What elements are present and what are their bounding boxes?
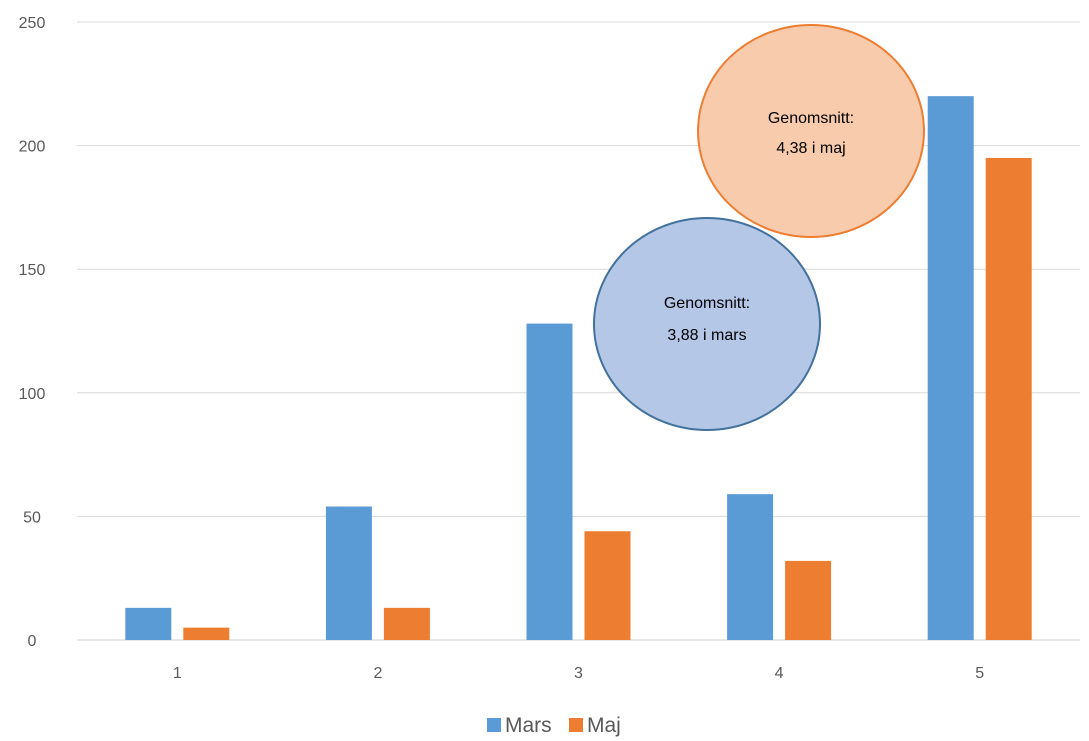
annotation-mars-average-line-1: Genomsnitt: [664, 295, 750, 312]
bar-mars-1 [125, 607, 172, 640]
y-tick-label-100: 100 [19, 386, 46, 403]
y-tick-label-50: 50 [23, 509, 41, 526]
x-tick-label-4: 4 [775, 665, 784, 682]
y-axis: 0 50 100 150 200 250 [19, 15, 46, 650]
bar-mars-4 [727, 494, 774, 640]
x-axis: 1 2 3 4 5 [173, 665, 984, 682]
x-tick-label-3: 3 [574, 665, 583, 682]
y-tick-label-250: 250 [19, 15, 46, 32]
x-tick-label-2: 2 [373, 665, 382, 682]
annotation-maj-average-line-1: Genomsnitt: [768, 110, 854, 127]
legend: Mars Maj [487, 714, 621, 737]
legend-swatch-mars [487, 718, 501, 732]
annotation-mars-average-line-2: 3,88 i mars [667, 327, 746, 344]
annotation-mars-average: Genomsnitt: 3,88 i mars [593, 217, 821, 431]
y-tick-label-200: 200 [19, 139, 46, 156]
x-tick-label-1: 1 [173, 665, 182, 682]
bar-maj-3 [584, 531, 631, 640]
legend-label-mars: Mars [505, 714, 552, 737]
legend-label-maj: Maj [587, 714, 621, 737]
annotation-maj-average: Genomsnitt: 4,38 i maj [697, 24, 925, 238]
annotation-mars-average-bubble [593, 217, 821, 431]
bar-mars-2 [325, 506, 372, 640]
bars [125, 96, 1032, 640]
bar-mars-3 [526, 323, 573, 640]
bar-maj-5 [985, 157, 1032, 640]
bar-maj-1 [183, 627, 230, 640]
annotation-maj-average-bubble [697, 24, 925, 238]
y-tick-label-0: 0 [28, 633, 37, 650]
legend-swatch-maj [569, 718, 583, 732]
bar-maj-4 [785, 560, 832, 640]
annotation-maj-average-line-2: 4,38 i maj [776, 140, 845, 157]
bar-mars-5 [927, 96, 974, 640]
gridlines [77, 21, 1080, 641]
x-tick-label-5: 5 [975, 665, 984, 682]
y-tick-label-150: 150 [19, 262, 46, 279]
bar-maj-2 [383, 607, 430, 640]
